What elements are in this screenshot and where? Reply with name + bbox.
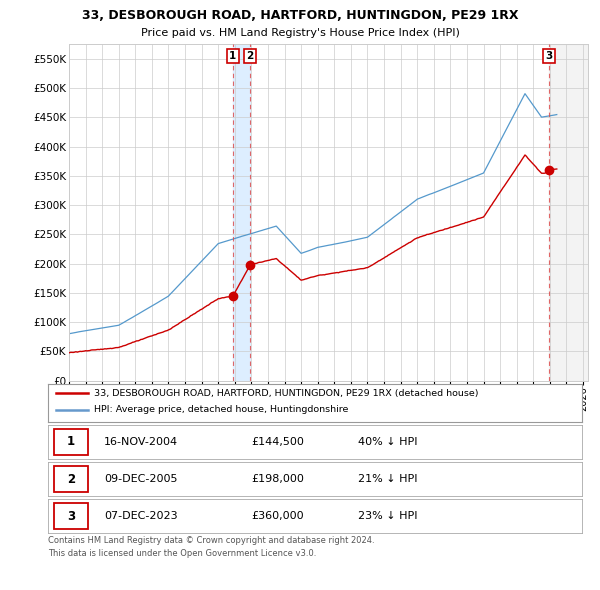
Text: 1: 1: [229, 51, 236, 61]
Text: 2: 2: [247, 51, 254, 61]
Text: 3: 3: [545, 51, 553, 61]
Text: Price paid vs. HM Land Registry's House Price Index (HPI): Price paid vs. HM Land Registry's House …: [140, 28, 460, 38]
Text: 3: 3: [67, 510, 75, 523]
Text: 07-DEC-2023: 07-DEC-2023: [104, 512, 178, 521]
Text: 16-NOV-2004: 16-NOV-2004: [104, 437, 178, 447]
Text: HPI: Average price, detached house, Huntingdonshire: HPI: Average price, detached house, Hunt…: [94, 405, 349, 414]
FancyBboxPatch shape: [55, 466, 88, 492]
Text: 1: 1: [67, 435, 75, 448]
Bar: [233, 44, 250, 381]
FancyBboxPatch shape: [55, 503, 88, 529]
Bar: [549, 44, 600, 381]
Text: 40% ↓ HPI: 40% ↓ HPI: [358, 437, 417, 447]
Text: 33, DESBOROUGH ROAD, HARTFORD, HUNTINGDON, PE29 1RX (detached house): 33, DESBOROUGH ROAD, HARTFORD, HUNTINGDO…: [94, 389, 479, 398]
Text: 2: 2: [67, 473, 75, 486]
Text: £360,000: £360,000: [251, 512, 304, 521]
FancyBboxPatch shape: [55, 429, 88, 455]
Text: Contains HM Land Registry data © Crown copyright and database right 2024.
This d: Contains HM Land Registry data © Crown c…: [48, 536, 374, 558]
Text: £198,000: £198,000: [251, 474, 304, 484]
Text: 09-DEC-2005: 09-DEC-2005: [104, 474, 178, 484]
Text: £144,500: £144,500: [251, 437, 304, 447]
Text: 23% ↓ HPI: 23% ↓ HPI: [358, 512, 417, 521]
Text: 33, DESBOROUGH ROAD, HARTFORD, HUNTINGDON, PE29 1RX: 33, DESBOROUGH ROAD, HARTFORD, HUNTINGDO…: [82, 9, 518, 22]
Text: 21% ↓ HPI: 21% ↓ HPI: [358, 474, 417, 484]
